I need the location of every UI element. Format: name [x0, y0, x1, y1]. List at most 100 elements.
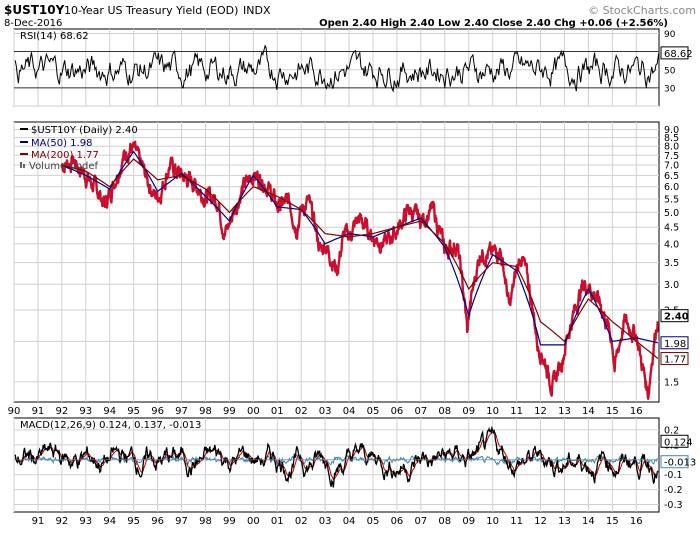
rsi-line — [14, 44, 660, 93]
axis-labels: 90 91 91 92 92 93 93 94 94 95 95 96 96 97 97 98 98 99 99 00… — [8, 30, 683, 527]
rsi-badge-text: 68.62 — [664, 49, 693, 60]
price-tick-label: 8.0 — [664, 142, 679, 153]
price-tick-label: 6.0 — [664, 182, 679, 193]
macd-line — [14, 425, 659, 488]
x-tick-label: 12 — [534, 406, 547, 417]
ma50-badge-text: 1.98 — [664, 339, 686, 350]
ma200-badge-text: 1.77 — [664, 355, 686, 366]
x-tick-label-macd: 12 — [534, 516, 547, 527]
x-tick-label-macd: 01 — [271, 516, 284, 527]
rsi-badge: 68.62 — [660, 46, 693, 60]
price-tick-label: 7.0 — [664, 160, 679, 171]
x-tick-label-macd: 09 — [462, 516, 475, 527]
chart-description: 10-Year US Treasury Yield (EOD) — [64, 4, 238, 17]
rsi-label: RSI(14) 68.62 — [20, 31, 89, 42]
legend-volume: Volume undef — [29, 161, 99, 172]
x-tick-label-macd: 99 — [223, 516, 236, 527]
x-tick-label-macd: 02 — [295, 516, 308, 527]
x-tick-label-macd: 06 — [391, 516, 404, 527]
x-tick-label-macd: 92 — [55, 516, 68, 527]
price-tick-label: 5.0 — [664, 208, 679, 219]
x-tick-label-macd: 96 — [151, 516, 164, 527]
hist-badge-box — [660, 455, 689, 469]
macd-tick-label: -0.2 — [664, 485, 683, 496]
ma200-badge-box — [660, 352, 689, 366]
x-tick-label-macd: 94 — [103, 516, 116, 527]
x-tick-label: 15 — [606, 406, 619, 417]
x-tick-label: 96 — [151, 406, 164, 417]
price-tick-label: 4.5 — [664, 223, 679, 234]
x-tick-label: 16 — [630, 406, 643, 417]
price-series — [60, 140, 659, 400]
gridlines — [13, 29, 659, 512]
rsi-tick-label: 90 — [664, 30, 676, 40]
value-badges: 68.62 2.40 1.98 1.77 0.124 -0.013 — [660, 46, 696, 469]
x-tick-label: 98 — [199, 406, 212, 417]
x-tick-label-macd: 04 — [343, 516, 356, 527]
x-tick-label: 03 — [319, 406, 332, 417]
price-tick-label: 3.0 — [664, 280, 679, 291]
price-tick-label: 6.5 — [664, 171, 679, 182]
x-tick-label-macd: 16 — [630, 516, 643, 527]
x-tick-label: 93 — [79, 406, 92, 417]
x-tick-label: 11 — [510, 406, 523, 417]
legend-swatch-volume — [20, 162, 22, 168]
rsi-badge-box — [660, 46, 689, 60]
x-tick-label-macd: 98 — [199, 516, 212, 527]
x-tick-label: 90 — [8, 406, 21, 417]
x-tick-label-macd: 13 — [558, 516, 571, 527]
price-badge-box — [660, 309, 689, 323]
ma50-badge: 1.98 — [660, 336, 689, 350]
x-tick-label-macd: 95 — [127, 516, 140, 527]
x-tick-label: 94 — [103, 406, 116, 417]
x-tick-label: 02 — [295, 406, 308, 417]
x-tick-label: 06 — [391, 406, 404, 417]
price-badge-text: 2.40 — [664, 312, 689, 323]
x-tick-label: 07 — [414, 406, 427, 417]
hist-badge-text: -0.013 — [664, 458, 696, 469]
symbol: $UST10Y — [4, 3, 65, 17]
hist-badge: -0.013 — [660, 455, 696, 469]
macd-tick-label: -0.3 — [664, 500, 683, 511]
macd-signal-line — [15, 431, 659, 481]
x-tick-label-macd: 11 — [510, 516, 523, 527]
x-tick-label: 14 — [582, 406, 595, 417]
macd-panel — [13, 417, 660, 513]
x-tick-label: 95 — [127, 406, 140, 417]
price-tick-label: 1.5 — [664, 377, 679, 388]
x-tick-label-macd: 97 — [175, 516, 188, 527]
macd-badge-text: 0.124 — [664, 437, 693, 448]
x-tick-label: 08 — [438, 406, 451, 417]
legend-ma50: MA(50) 1.98 — [31, 138, 92, 149]
price-tick-label: 7.5 — [664, 151, 679, 162]
rsi-tick-label: 30 — [664, 84, 676, 94]
x-tick-label: 01 — [271, 406, 284, 417]
x-tick-label-macd: 07 — [414, 516, 427, 527]
x-tick-label: 13 — [558, 406, 571, 417]
price-tick-label: 4.0 — [664, 239, 679, 250]
rsi-panel — [13, 28, 660, 107]
macd-tick-label: -0.1 — [664, 470, 683, 481]
x-tick-label-macd: 05 — [367, 516, 380, 527]
macd-tick-label: 0.2 — [664, 425, 679, 436]
price-tick-label: 8.5 — [664, 133, 679, 144]
legend-ma200: MA(200) 1.77 — [31, 150, 99, 161]
x-tick-label: 05 — [367, 406, 380, 417]
legend-swatch-volume-2 — [23, 164, 25, 168]
x-tick-label-macd: 15 — [606, 516, 619, 527]
macd-badge: 0.124 — [660, 434, 693, 448]
x-tick-label: 92 — [55, 406, 68, 417]
price-tick-label: 9.0 — [664, 125, 679, 136]
x-tick-label-macd: 93 — [79, 516, 92, 527]
x-tick-label: 04 — [343, 406, 356, 417]
x-tick-label: 10 — [486, 406, 499, 417]
x-tick-label: 97 — [175, 406, 188, 417]
price-tick-label: 3.5 — [664, 258, 679, 269]
x-tick-label: 99 — [223, 406, 236, 417]
x-tick-label-macd: 08 — [438, 516, 451, 527]
price-legend: $UST10Y (Daily) 2.40 MA(50) 1.98 MA(200)… — [20, 125, 138, 172]
price-line — [60, 140, 659, 400]
x-tick-label-macd: 91 — [32, 516, 45, 527]
x-tick-label: 00 — [247, 406, 260, 417]
